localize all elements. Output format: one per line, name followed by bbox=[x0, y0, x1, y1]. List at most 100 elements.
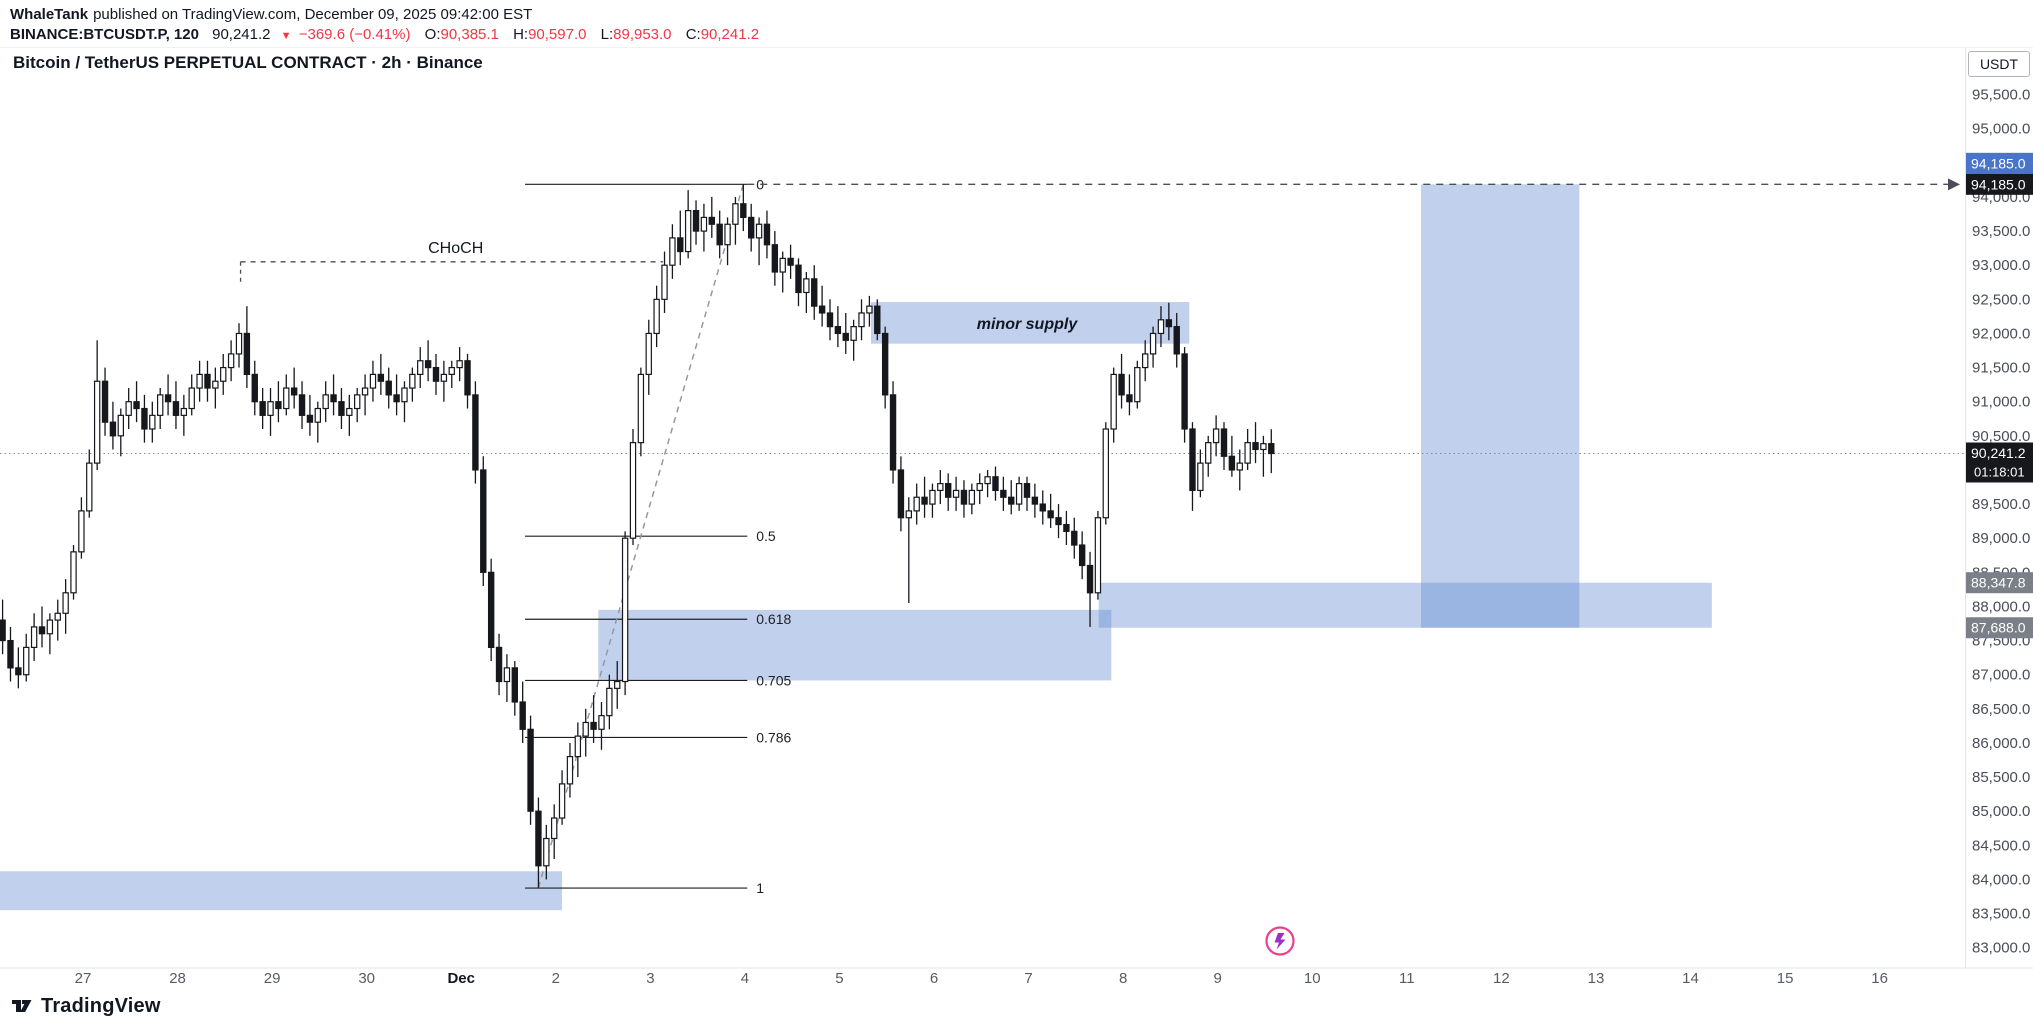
candle-body-up bbox=[1205, 442, 1212, 464]
price-badge-black bbox=[1966, 173, 2033, 195]
candle-body-down bbox=[889, 394, 897, 471]
candle-body-down bbox=[1228, 455, 1236, 471]
minor-supply-label[interactable]: minor supply bbox=[977, 316, 1079, 333]
zone-box-minor-supply[interactable] bbox=[870, 302, 1190, 344]
time-tick-label: 14 bbox=[1682, 970, 1699, 987]
candle-body-up bbox=[550, 817, 558, 840]
candle bbox=[1165, 302, 1173, 341]
candle bbox=[133, 381, 140, 423]
candle bbox=[724, 217, 731, 266]
candle-body-down bbox=[1118, 373, 1125, 396]
candle bbox=[1078, 531, 1086, 580]
candle bbox=[677, 210, 684, 266]
zone-box-demand-low[interactable] bbox=[0, 871, 563, 911]
candle bbox=[1220, 422, 1228, 470]
candle bbox=[913, 483, 920, 525]
candle-body-up bbox=[220, 366, 227, 382]
emoji-sticker-icon[interactable] bbox=[1265, 926, 1295, 956]
price-tick-label: 90,500.0 bbox=[1972, 428, 2030, 445]
candle bbox=[54, 599, 61, 641]
price-axis[interactable]: 83,000.0 83,500.0 84,000.0 84,500.0 85,000.0… bbox=[1972, 87, 2030, 957]
candle bbox=[306, 394, 314, 436]
candle-body-down bbox=[1000, 489, 1007, 498]
candle bbox=[101, 367, 109, 436]
candle bbox=[803, 272, 810, 313]
axis-currency-label[interactable]: USDT bbox=[1968, 51, 2030, 77]
candle-body-down bbox=[842, 332, 849, 341]
candle bbox=[692, 200, 700, 245]
candle-body-up bbox=[1134, 366, 1141, 403]
axis-badges: 94,185.0 94,185.0 88,347.8 87,688.0 bbox=[1966, 152, 2033, 639]
candle bbox=[755, 217, 763, 266]
candle-body-up bbox=[1094, 517, 1102, 594]
candle-body-up bbox=[1197, 462, 1204, 492]
candle-body-down bbox=[716, 223, 723, 246]
candle-body-up bbox=[417, 360, 424, 375]
candle bbox=[227, 340, 235, 382]
fib-label-0.618: 0.618 bbox=[756, 611, 791, 627]
candle-body-down bbox=[133, 401, 140, 410]
candle-body-down bbox=[1268, 443, 1275, 455]
candle bbox=[86, 449, 93, 518]
candle bbox=[1063, 510, 1070, 546]
candle-body-down bbox=[141, 407, 148, 430]
candle bbox=[629, 429, 637, 546]
candle-body-down bbox=[432, 366, 440, 382]
down-triangle-icon: ▼ bbox=[280, 30, 292, 42]
zone-box-mid-zone[interactable] bbox=[1098, 582, 1712, 628]
candle bbox=[1252, 422, 1259, 464]
bar-countdown: 01:18:01 bbox=[1974, 464, 2025, 479]
zones-layer[interactable] bbox=[0, 184, 1712, 911]
candle-body-down bbox=[109, 421, 117, 437]
tradingview-footer[interactable]: TradingView bbox=[10, 994, 161, 1018]
candle-body-up bbox=[1102, 428, 1109, 519]
candle-body-down bbox=[298, 394, 306, 416]
symbol-line: BINANCE:BTCUSDT.P, 120 90,241.2 ▼ −369.6… bbox=[10, 25, 2033, 46]
candle-body-down bbox=[15, 667, 22, 676]
candle bbox=[905, 497, 913, 604]
candle-body-up bbox=[440, 373, 448, 382]
zone-box-supply-projection[interactable] bbox=[1421, 184, 1580, 628]
candle-body-down bbox=[874, 305, 881, 335]
time-axis[interactable]: 27 28 29 30 Dec 2 3 4 5 6 7 8 9 10 11 12 13 14 15 16 bbox=[75, 970, 1888, 987]
candle-body-down bbox=[172, 401, 180, 416]
zone-box-golden-pocket[interactable] bbox=[598, 609, 1112, 681]
candle bbox=[543, 824, 550, 880]
candle bbox=[795, 258, 802, 307]
candle bbox=[109, 401, 117, 450]
candle bbox=[1181, 347, 1188, 443]
candle bbox=[866, 295, 873, 327]
price-ray[interactable] bbox=[747, 178, 1960, 191]
candle bbox=[1236, 449, 1243, 491]
candle-body-down bbox=[787, 257, 794, 266]
candle-body-down bbox=[881, 332, 889, 396]
candle-body-up bbox=[117, 414, 124, 437]
candle bbox=[1071, 517, 1078, 559]
time-tick-label: Dec bbox=[447, 970, 475, 987]
candle bbox=[172, 381, 180, 429]
candle bbox=[527, 715, 534, 825]
candle-body-up bbox=[866, 305, 873, 314]
candle-body-down bbox=[590, 721, 597, 730]
candle bbox=[1205, 435, 1212, 477]
candle bbox=[220, 353, 227, 395]
candle-body-down bbox=[535, 810, 542, 867]
candle-body-up bbox=[86, 462, 93, 512]
candle-body-up bbox=[558, 783, 566, 819]
candle-body-down bbox=[1165, 319, 1173, 328]
time-tick-label: 30 bbox=[358, 970, 375, 987]
price-tick-label: 87,000.0 bbox=[1972, 667, 2030, 684]
candle-body-up bbox=[574, 735, 582, 758]
candle bbox=[314, 401, 322, 443]
candle bbox=[503, 654, 511, 702]
price-tick-label: 85,500.0 bbox=[1972, 769, 2030, 786]
candle bbox=[125, 388, 132, 429]
candle bbox=[157, 388, 164, 429]
candle bbox=[495, 633, 503, 696]
choch-annotation[interactable]: CHoCH bbox=[239, 240, 663, 282]
candle-body-down bbox=[944, 483, 952, 498]
price-tick-label: 95,500.0 bbox=[1972, 87, 2030, 104]
candle-body-up bbox=[227, 353, 235, 369]
